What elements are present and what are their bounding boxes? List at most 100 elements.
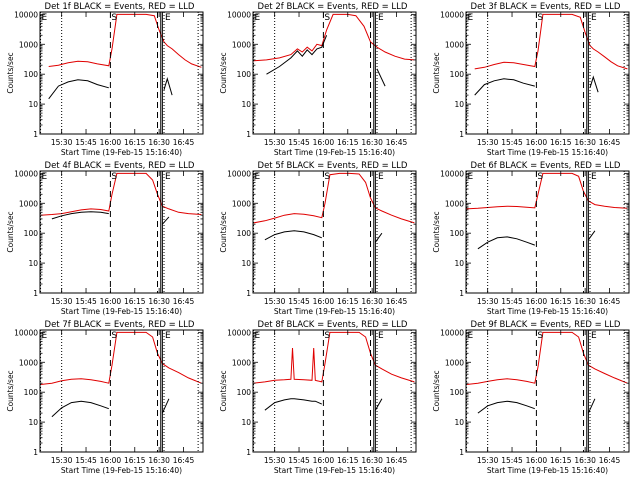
panel-title: Det 7f BLACK = Events, RED = LLD bbox=[45, 320, 195, 330]
x-tick-label: 16:15 bbox=[337, 297, 359, 306]
panel-title: Det 5f BLACK = Events, RED = LLD bbox=[258, 161, 408, 171]
x-tick-label: 16:15 bbox=[124, 297, 146, 306]
event-marker-label: E bbox=[165, 331, 171, 341]
x-tick-label: 16:30 bbox=[148, 138, 170, 147]
x-tick-label: 15:45 bbox=[288, 297, 310, 306]
x-axis-label: Start Time (19-Feb-15 15:16:40) bbox=[61, 466, 182, 475]
x-tick-label: 16:15 bbox=[550, 138, 572, 147]
y-axis-label: Counts/sec bbox=[219, 370, 228, 411]
event-marker-label: E bbox=[468, 13, 474, 23]
lld-series-line bbox=[466, 172, 628, 210]
y-tick-label: 1 bbox=[459, 130, 464, 139]
event-marker-label: E bbox=[591, 172, 597, 182]
event-marker-label: S bbox=[537, 13, 543, 23]
event-marker-label: E bbox=[591, 331, 597, 341]
panel-frame bbox=[39, 170, 204, 294]
y-tick-label: 1000 bbox=[232, 199, 251, 208]
x-tick-label: 16:45 bbox=[173, 138, 195, 147]
event-marker-label: S bbox=[537, 331, 543, 341]
x-tick-label: 16:30 bbox=[361, 297, 383, 306]
y-tick-label: 100 bbox=[450, 388, 465, 397]
x-axis-label: Start Time (19-Feb-15 15:16:40) bbox=[274, 466, 395, 475]
x-tick-label: 15:45 bbox=[501, 138, 523, 147]
x-tick-label: 16:00 bbox=[100, 138, 122, 147]
lld-series-line bbox=[253, 13, 415, 62]
y-tick-label: 1 bbox=[246, 448, 251, 457]
event-marker-label: S bbox=[537, 172, 543, 182]
y-tick-label: 1 bbox=[33, 448, 38, 457]
panel-frame bbox=[252, 170, 417, 294]
event-marker-label: E bbox=[42, 172, 48, 182]
event-marker-label: S bbox=[111, 331, 117, 341]
y-tick-label: 1000 bbox=[445, 199, 464, 208]
y-axis-label: Counts/sec bbox=[219, 211, 228, 252]
y-tick-label: 10 bbox=[454, 100, 464, 109]
event-marker-label: E bbox=[255, 172, 261, 182]
y-tick-label: 1000 bbox=[19, 40, 38, 49]
event-marker-label: E bbox=[42, 331, 48, 341]
panel-frame bbox=[252, 11, 417, 135]
lld-series-line bbox=[48, 13, 202, 68]
panel-title: Det 2f BLACK = Events, RED = LLD bbox=[258, 2, 408, 12]
event-marker-label: E bbox=[378, 331, 384, 341]
x-tick-label: 16:15 bbox=[124, 456, 146, 465]
x-tick-label: 15:45 bbox=[75, 297, 97, 306]
event-marker-label: E bbox=[468, 172, 474, 182]
y-tick-label: 1000 bbox=[232, 40, 251, 49]
lld-series-line bbox=[253, 172, 415, 224]
x-tick-label: 16:45 bbox=[173, 297, 195, 306]
x-tick-label: 16:30 bbox=[574, 297, 596, 306]
x-axis-label: Start Time (19-Feb-15 15:16:40) bbox=[487, 148, 608, 157]
x-axis-label: Start Time (19-Feb-15 15:16:40) bbox=[487, 307, 608, 316]
lld-series-line bbox=[40, 172, 202, 216]
y-tick-label: 1 bbox=[33, 289, 38, 298]
x-tick-label: 15:45 bbox=[75, 138, 97, 147]
event-marker-label: E bbox=[165, 13, 171, 23]
y-axis-label: Counts/sec bbox=[6, 52, 15, 93]
y-tick-label: 10000 bbox=[227, 10, 251, 19]
x-tick-label: 15:30 bbox=[264, 297, 286, 306]
x-tick-label: 16:45 bbox=[173, 456, 195, 465]
y-tick-label: 1 bbox=[459, 289, 464, 298]
y-tick-label: 10000 bbox=[227, 169, 251, 178]
x-tick-label: 16:45 bbox=[599, 456, 621, 465]
x-tick-label: 15:30 bbox=[51, 138, 73, 147]
event-marker-label: E bbox=[591, 13, 597, 23]
x-tick-label: 16:30 bbox=[574, 456, 596, 465]
events-series-line bbox=[587, 230, 596, 241]
lld-series-line bbox=[466, 331, 628, 385]
x-tick-label: 15:30 bbox=[477, 456, 499, 465]
x-axis-label: Start Time (19-Feb-15 15:16:40) bbox=[61, 148, 182, 157]
event-marker-label: E bbox=[42, 13, 48, 23]
x-tick-label: 15:30 bbox=[51, 456, 73, 465]
x-tick-label: 15:45 bbox=[288, 456, 310, 465]
x-tick-label: 15:45 bbox=[501, 456, 523, 465]
y-tick-label: 1000 bbox=[232, 358, 251, 367]
y-tick-label: 1 bbox=[246, 289, 251, 298]
x-tick-label: 16:30 bbox=[361, 456, 383, 465]
x-tick-label: 15:45 bbox=[288, 138, 310, 147]
y-tick-label: 10000 bbox=[14, 10, 38, 19]
event-marker-label: E bbox=[378, 172, 384, 182]
y-tick-label: 1000 bbox=[19, 358, 38, 367]
x-tick-label: 16:15 bbox=[124, 138, 146, 147]
event-marker-label: E bbox=[378, 13, 384, 23]
x-tick-label: 15:30 bbox=[477, 297, 499, 306]
events-series-line bbox=[264, 398, 323, 411]
y-axis-label: Counts/sec bbox=[432, 52, 441, 93]
events-series-line bbox=[51, 400, 109, 418]
x-tick-label: 16:15 bbox=[550, 297, 572, 306]
events-series-line bbox=[376, 68, 386, 87]
y-tick-label: 10 bbox=[28, 100, 38, 109]
y-tick-label: 1000 bbox=[19, 199, 38, 208]
event-marker-label: E bbox=[255, 331, 261, 341]
x-tick-label: 16:00 bbox=[313, 456, 335, 465]
panel-frame bbox=[465, 11, 630, 135]
y-tick-label: 10000 bbox=[14, 169, 38, 178]
x-axis-label: Start Time (19-Feb-15 15:16:40) bbox=[274, 148, 395, 157]
x-tick-label: 16:00 bbox=[313, 138, 335, 147]
